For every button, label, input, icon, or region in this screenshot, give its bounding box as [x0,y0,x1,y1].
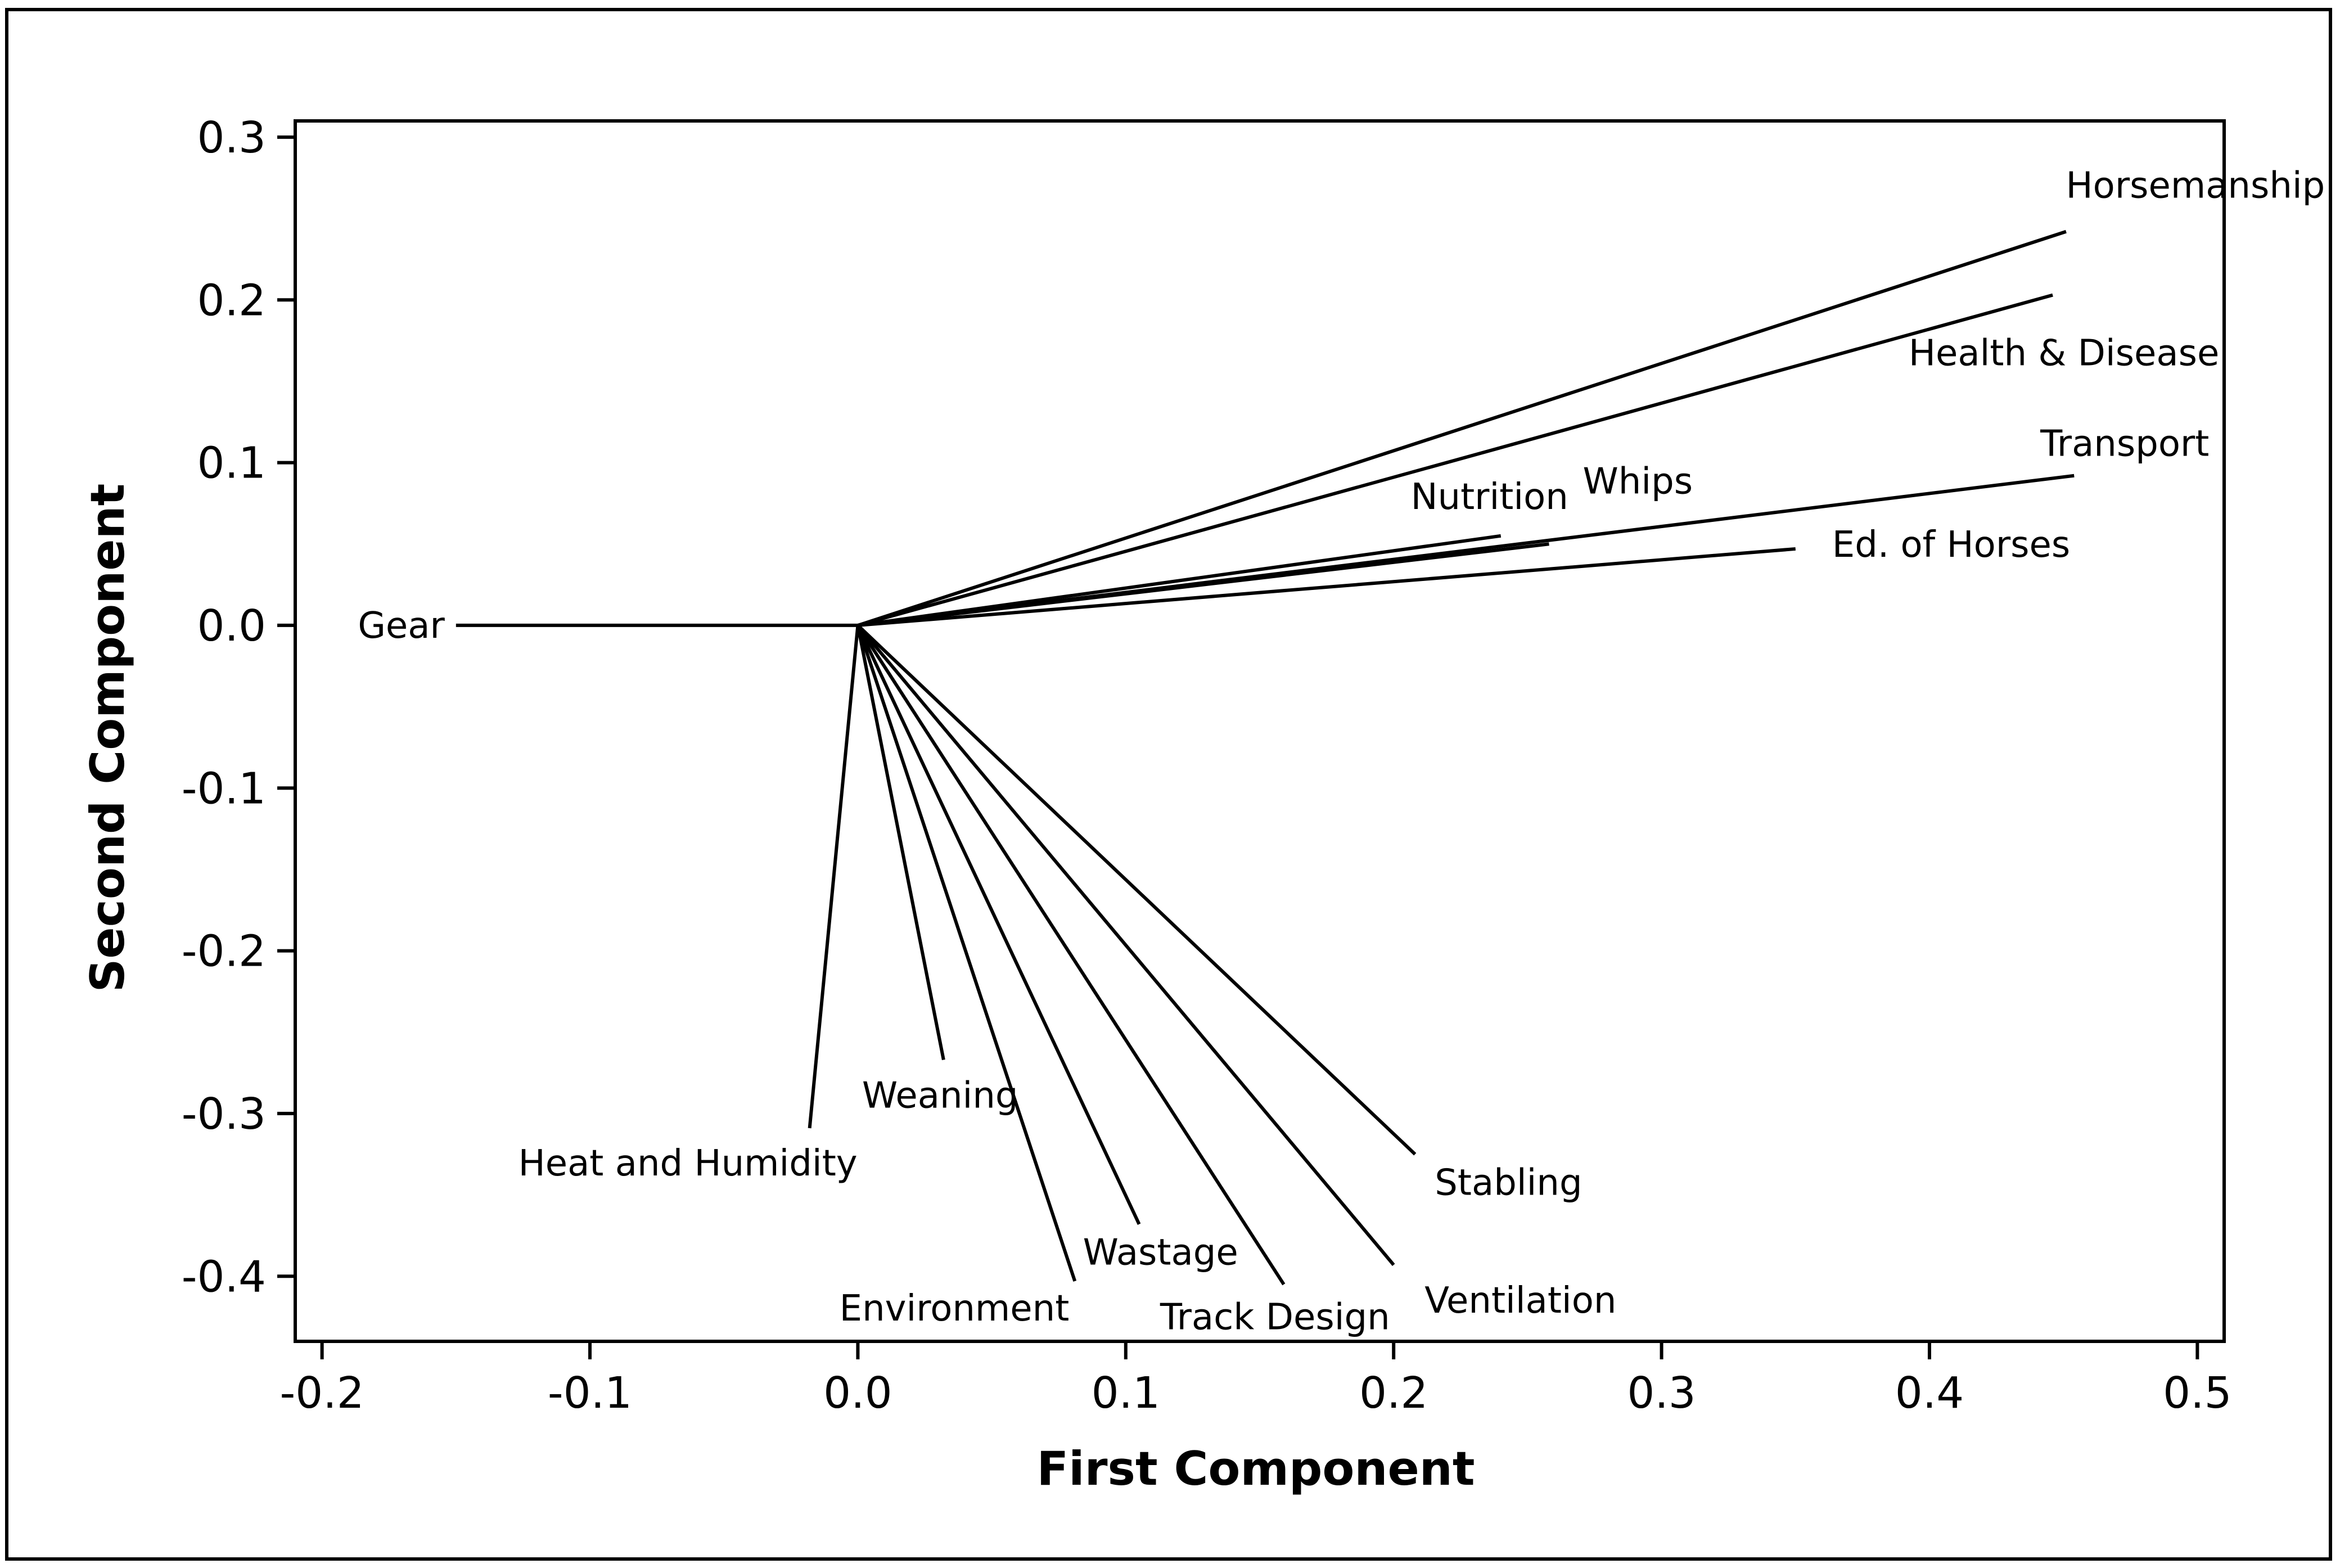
y-tick-label: 0.0 [197,601,266,651]
loading-line-horsemanship [857,229,2067,627]
x-tick-label: 0.2 [1359,1368,1428,1418]
plot-frame [294,119,2226,1343]
loading-line-ed-of-horses [858,547,1796,627]
loading-line-whips [858,542,1549,627]
x-tick-label: -0.2 [280,1368,364,1418]
x-tick-label: 0.0 [823,1368,892,1418]
loading-label-wastage: Wastage [1083,1232,1238,1274]
y-tick-label: -0.4 [182,1252,266,1302]
y-tick-label: -0.1 [182,764,266,814]
y-tick-label: 0.1 [197,439,266,489]
loading-line-wastage [856,624,1141,1225]
y-tick-label: -0.2 [182,927,266,977]
loading-label-weaning: Weaning [862,1075,1018,1116]
figure-outer-border [5,8,2332,1561]
y-axis-title: Second Component [80,484,135,993]
y-tick-label: -0.3 [182,1089,266,1139]
loading-label-environment: Environment [840,1288,1070,1330]
loading-label-track-design: Track Design [1160,1297,1390,1339]
titles-layer: First Component Second Component [80,484,1475,1496]
loading-line-ventilation [856,624,1395,1266]
loading-line-stabling [856,624,1417,1156]
x-tick-label: 0.3 [1627,1368,1696,1418]
loading-label-whips: Whips [1583,461,1693,502]
y-tick-label: 0.2 [197,276,266,326]
loading-label-ed-of-horses: Ed. of Horses [1832,524,2070,566]
loading-label-health-disease: Health & Disease [1909,333,2219,375]
axes-layer: -0.2 -0.1 0.0 0.1 0.2 0.3 0.4 0.5 0.3 0.2 0.1 0.0 -0… [182,113,2232,1418]
loading-line-nutrition [858,534,1502,627]
loading-label-transport: Transport [2040,423,2209,465]
loading-label-ventilation: Ventilation [1424,1280,1616,1322]
x-tick-label: -0.1 [548,1368,632,1418]
y-tick-label: 0.3 [197,113,266,163]
loading-label-heat-and-humidity: Heat and Humidity [519,1143,858,1184]
loading-line-health-disease [857,293,2053,627]
x-tick-label: 0.5 [2163,1368,2231,1418]
x-tick-label: 0.4 [1895,1368,1964,1418]
loading-line-track-design [856,624,1286,1286]
loading-label-nutrition: Nutrition [1411,476,1568,518]
loading-label-gear: Gear [358,605,445,647]
loading-line-heat-and-humidity [808,625,860,1129]
loading-label-horsemanship: Horsemanship [2066,165,2325,207]
loading-line-environment [856,624,1077,1282]
loading-line-weaning [856,625,945,1061]
x-tick-label: 0.1 [1092,1368,1160,1418]
loading-label-stabling: Stabling [1435,1162,1582,1204]
x-axis-title: First Component [1036,1441,1475,1496]
loadings-layer: Horsemanship Health & Disease Transport Whi… [358,165,2325,1339]
